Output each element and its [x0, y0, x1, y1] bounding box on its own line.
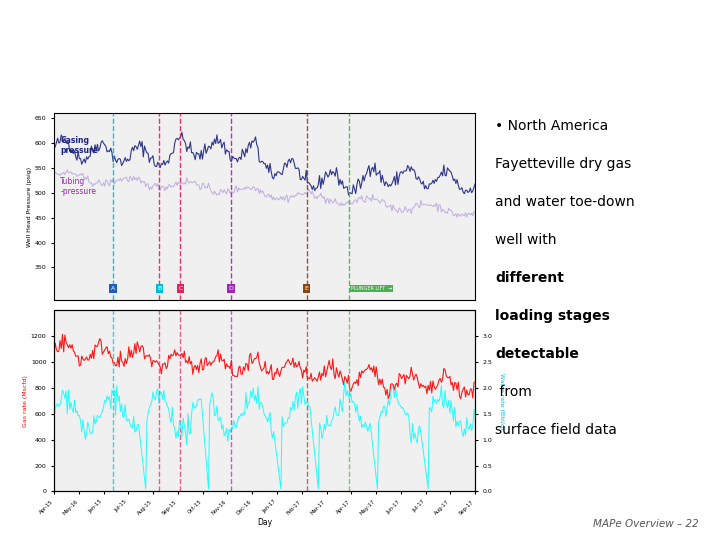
Text: E: E — [305, 286, 309, 291]
Text: Tubing
-pressure: Tubing -pressure — [60, 177, 96, 196]
Text: Casing
pressure: Casing pressure — [60, 136, 99, 155]
Text: and water toe-down: and water toe-down — [495, 195, 634, 209]
Y-axis label: Gas rate (Mscfd): Gas rate (Mscfd) — [23, 375, 28, 427]
Text: Case Study 3 – Detectable Loading: Case Study 3 – Detectable Loading — [22, 38, 511, 62]
Text: MAPe Overview – 22: MAPe Overview – 22 — [593, 519, 698, 529]
Text: A: A — [111, 286, 115, 291]
Text: D: D — [228, 286, 233, 291]
Text: well with: well with — [495, 233, 561, 247]
Text: different: different — [495, 271, 564, 285]
Text: loading stages: loading stages — [495, 309, 610, 323]
Text: • North America: • North America — [495, 119, 608, 133]
Text: surface field data: surface field data — [495, 423, 617, 437]
Text: C: C — [178, 286, 183, 291]
Text: Nagoo & Associates: Nagoo & Associates — [606, 93, 668, 98]
Text: Fayetteville dry gas: Fayetteville dry gas — [495, 157, 631, 171]
Text: A: A — [637, 69, 664, 87]
Text: N: N — [622, 69, 637, 87]
Y-axis label: Water rate (Bbl/d): Water rate (Bbl/d) — [499, 373, 504, 429]
X-axis label: Day: Day — [257, 518, 272, 526]
Text: ||: || — [636, 73, 643, 83]
Text: B: B — [157, 286, 161, 291]
Y-axis label: Well Head Pressure (psig): Well Head Pressure (psig) — [27, 166, 32, 247]
Text: PLUNGER LIFT  →: PLUNGER LIFT → — [351, 286, 392, 291]
Text: from: from — [495, 385, 532, 399]
Text: detectable: detectable — [495, 347, 579, 361]
